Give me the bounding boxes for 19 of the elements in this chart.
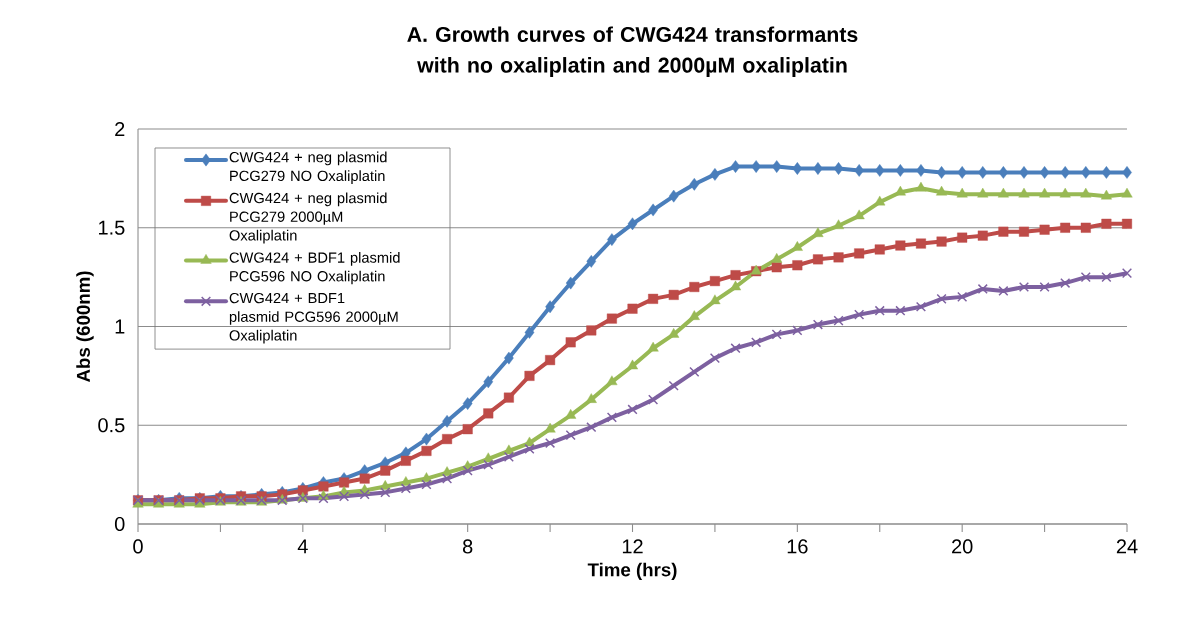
x-tick-label: 20 [952,539,973,554]
x-tick-label: 24 [1116,539,1138,554]
y-tick-label: 0 [114,516,125,532]
y-tick-label: 1.5 [99,220,125,235]
y-tick-label: 2 [115,122,125,136]
legend-label: CWG424 + neg plasmid PCG279 NO Oxaliplatin [229,151,387,184]
x-axis-title: Time (hrs) [587,562,677,581]
legend-label: CWG424 + BDF1 plasmid PCG596 NO Oxaliplatin [229,252,400,285]
legend-label: CWG424 + neg plasmid PCG279 2000µM Oxaliplatin [229,192,387,244]
x-tick-label: 12 [622,539,643,554]
x-tick-label: 4 [297,539,308,554]
legend-label: CWG424 + BDF1 plasmid PCG596 2000µM Oxaliplatin [229,292,398,344]
x-tick-label: 0 [133,539,143,554]
y-tick-label: 0.5 [98,418,125,433]
y-axis-title: Abs (600nm) [76,271,94,383]
y-tick-label: 1 [115,319,125,334]
chart-title: A. Growth curves of CWG424 transformants with no oxaliplatin and 2000µM oxaliplatin [407,26,858,77]
x-tick-label: 16 [787,539,808,554]
x-tick-label: 8 [462,539,473,554]
